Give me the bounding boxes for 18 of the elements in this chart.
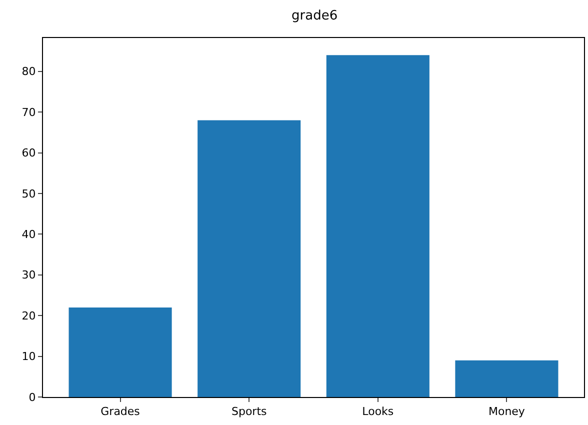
y-tick-label: 0 (28, 390, 36, 404)
y-tick-label: 70 (22, 106, 36, 119)
bar (68, 307, 172, 397)
y-tick-label: 50 (22, 187, 36, 200)
y-tick-label: 60 (22, 146, 36, 160)
bar (326, 55, 430, 397)
y-tick-label: 40 (22, 228, 36, 242)
x-tick-label: Looks (362, 405, 394, 418)
x-tick-label: Sports (231, 405, 267, 418)
x-tick-label: Grades (100, 405, 140, 418)
x-tick-label: Money (488, 405, 526, 418)
y-tick-label: 30 (22, 268, 36, 282)
y-tick-label: 10 (22, 350, 36, 364)
chart-title: grade6 (292, 8, 338, 24)
y-tick-label: 20 (22, 309, 36, 322)
bar (198, 120, 301, 397)
bar (455, 360, 558, 397)
y-tick-label: 80 (22, 65, 36, 78)
